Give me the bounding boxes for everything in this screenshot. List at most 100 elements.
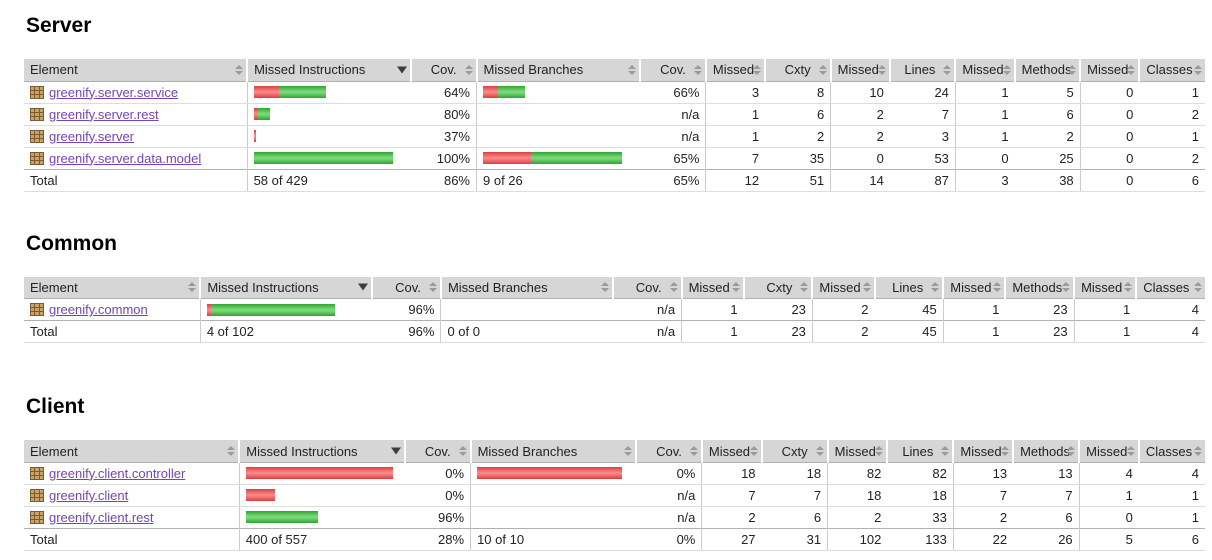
value-cell: 96% bbox=[438, 509, 465, 525]
package-icon bbox=[30, 510, 44, 524]
column-header-11-missed[interactable]: Missed bbox=[1078, 440, 1139, 463]
column-header-0-element[interactable]: Element bbox=[24, 440, 240, 463]
column-header-4-cov[interactable]: Cov. bbox=[634, 440, 702, 463]
value-cell: 0 bbox=[1079, 103, 1140, 126]
column-header-2-cov[interactable]: Cov. bbox=[403, 440, 471, 463]
column-header-9-missed[interactable]: Missed bbox=[954, 59, 1015, 82]
column-header-4-cov[interactable]: Cov. bbox=[639, 59, 706, 82]
sort-icon bbox=[943, 64, 952, 75]
value-cell: 51 bbox=[765, 168, 831, 192]
package-link[interactable]: greenify.common bbox=[49, 302, 148, 318]
column-header-8-lines[interactable]: Lines bbox=[873, 276, 944, 300]
sort-icon bbox=[753, 64, 762, 75]
value-cell: 2 bbox=[830, 125, 890, 148]
package-link[interactable]: greenify.server.data.model bbox=[49, 150, 202, 166]
column-header-label: Methods bbox=[1021, 62, 1072, 78]
value-cell: n/a bbox=[612, 320, 682, 344]
value-cell: 6 bbox=[1065, 509, 1073, 525]
column-header-12-classes[interactable]: Classes bbox=[1138, 59, 1205, 82]
column-header-6-cxty[interactable]: Cxty bbox=[760, 440, 828, 463]
column-header-11-missed[interactable]: Missed bbox=[1073, 276, 1137, 300]
coverage-table-client: Element Missed Instructions Cov. Missed Bra… bbox=[24, 440, 1205, 551]
value-cell: 2 bbox=[1191, 150, 1199, 166]
value-cell: 5 bbox=[1014, 81, 1081, 104]
sort-icon bbox=[188, 282, 197, 293]
column-header-12-classes[interactable]: Classes bbox=[1135, 276, 1205, 300]
value-cell: 33 bbox=[932, 509, 947, 525]
coverage-bar-cell bbox=[476, 147, 641, 170]
value-cell: 1 bbox=[705, 125, 766, 148]
column-header-4-cov[interactable]: Cov. bbox=[611, 276, 682, 300]
value-cell: 1 bbox=[1073, 320, 1137, 344]
package-link[interactable]: greenify.client.controller bbox=[49, 465, 186, 481]
column-header-7-missed[interactable]: Missed bbox=[829, 59, 890, 82]
value-cell: 6 bbox=[1139, 168, 1205, 192]
value-cell: 87 bbox=[889, 168, 956, 192]
column-header-9-missed[interactable]: Missed bbox=[952, 440, 1014, 463]
package-link[interactable]: greenify.server.service bbox=[49, 84, 179, 100]
column-header-6-cxty[interactable]: Cxty bbox=[742, 276, 813, 300]
column-header-6-cxty[interactable]: Cxty bbox=[764, 59, 831, 82]
table-row: greenify.server.service 64% 66% 3 8 10 24 1 5 0 1 bbox=[24, 81, 1205, 104]
value-cell: 38 bbox=[1014, 168, 1081, 192]
column-header-11-missed[interactable]: Missed bbox=[1079, 59, 1140, 82]
value-cell: 0 of 0 bbox=[440, 320, 613, 344]
column-header-8-lines[interactable]: Lines bbox=[888, 59, 956, 82]
value-cell: 400 of 557 bbox=[238, 527, 405, 551]
column-header-3-missed-branches[interactable]: Missed Branches bbox=[469, 440, 636, 463]
value-cell: 65% bbox=[640, 168, 706, 192]
column-header-5-missed[interactable]: Missed bbox=[680, 276, 744, 300]
column-header-0-element[interactable]: Element bbox=[24, 276, 201, 300]
package-link[interactable]: greenify.client bbox=[49, 487, 129, 503]
column-header-label: Missed bbox=[837, 62, 879, 78]
value-cell: 45 bbox=[874, 320, 944, 344]
value-cell: 12 bbox=[705, 168, 766, 192]
column-header-0-element[interactable]: Element bbox=[24, 59, 248, 82]
package-link[interactable]: greenify.client.rest bbox=[49, 509, 154, 525]
element-cell: greenify.common bbox=[24, 299, 200, 321]
package-link[interactable]: greenify.server bbox=[49, 128, 135, 144]
column-header-5-missed[interactable]: Missed bbox=[704, 59, 766, 82]
sort-icon bbox=[941, 446, 950, 457]
value-cell: 1 bbox=[942, 298, 1006, 321]
table-row: greenify.client.controller 0% 0% 18 18 82 82 13… bbox=[24, 462, 1205, 485]
value-cell: 0 bbox=[1078, 506, 1139, 529]
value-cell: 7 bbox=[705, 147, 766, 170]
column-header-10-methods[interactable]: Methods bbox=[1012, 440, 1080, 463]
value-cell bbox=[476, 125, 641, 148]
package-link[interactable]: greenify.server.rest bbox=[49, 106, 159, 122]
column-header-8-lines[interactable]: Lines bbox=[886, 440, 954, 463]
missed-bar-segment bbox=[245, 467, 393, 480]
column-header-10-methods[interactable]: Methods bbox=[1004, 276, 1075, 300]
column-header-9-missed[interactable]: Missed bbox=[942, 276, 1006, 300]
coverage-bar bbox=[483, 86, 634, 99]
column-header-1-missed-instructions[interactable]: Missed Instructions bbox=[238, 440, 405, 463]
value-cell: 1 bbox=[954, 81, 1015, 104]
column-header-7-missed[interactable]: Missed bbox=[826, 440, 888, 463]
value-cell: 26 bbox=[1013, 527, 1080, 551]
value-cell: 1 bbox=[1138, 484, 1205, 507]
column-header-3-missed-branches[interactable]: Missed Branches bbox=[439, 276, 613, 300]
column-header-3-missed-branches[interactable]: Missed Branches bbox=[475, 59, 641, 82]
column-header-2-cov[interactable]: Cov. bbox=[409, 59, 477, 82]
sort-icon bbox=[1124, 282, 1133, 293]
sort-icon bbox=[693, 64, 702, 75]
column-header-7-missed[interactable]: Missed bbox=[811, 276, 875, 300]
covered-bar-segment bbox=[253, 152, 393, 165]
sort-desc-icon bbox=[358, 283, 369, 291]
column-header-10-methods[interactable]: Methods bbox=[1013, 59, 1081, 82]
column-header-label: Missed bbox=[688, 279, 730, 295]
column-header-2-cov[interactable]: Cov. bbox=[371, 276, 441, 300]
value-cell: n/a bbox=[640, 103, 706, 126]
column-header-label: Missed bbox=[712, 62, 755, 78]
value-cell: 4 of 102 bbox=[199, 320, 373, 344]
coverage-bar bbox=[206, 303, 366, 316]
sort-icon bbox=[1002, 64, 1011, 75]
sort-icon bbox=[1126, 446, 1135, 457]
column-header-5-missed[interactable]: Missed bbox=[700, 440, 762, 463]
column-header-1-missed-instructions[interactable]: Missed Instructions bbox=[199, 276, 373, 300]
covered-bar-segment bbox=[245, 511, 318, 524]
column-header-12-classes[interactable]: Classes bbox=[1137, 440, 1205, 463]
column-header-1-missed-instructions[interactable]: Missed Instructions bbox=[246, 59, 411, 82]
sort-icon bbox=[1068, 64, 1077, 75]
